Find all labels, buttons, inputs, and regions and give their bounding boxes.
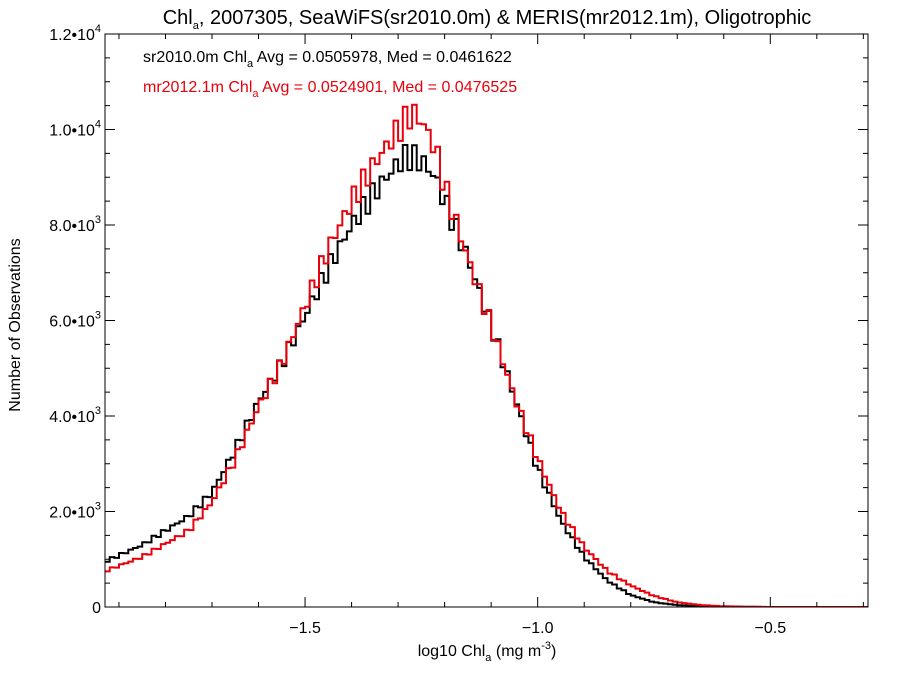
x-tick-label: −1.0 (522, 620, 554, 637)
legend-entry-mr2012: mr2012.1m Chla Avg = 0.0524901, Med = 0.… (143, 79, 517, 100)
series-line-mr2012.1m (105, 103, 868, 607)
y-tick-label: 6.0•103 (49, 310, 101, 331)
y-axis-label: Number of Observations (7, 238, 24, 411)
x-tick-label: −0.5 (755, 620, 787, 637)
y-tick-label: 4.0•103 (49, 405, 101, 426)
plot-area (105, 103, 868, 607)
x-tick-label: −1.5 (289, 620, 321, 637)
series-line-sr2010.0m (105, 144, 868, 607)
plot-frame (104, 33, 869, 608)
x-axis-label: log10 Chla (mg m-3) (418, 640, 557, 664)
legend: sr2010.0m Chla Avg = 0.0505978, Med = 0.… (143, 49, 517, 100)
x-axis: −1.5 −1.0 −0.5 (118, 34, 864, 637)
y-tick-label: 8.0•103 (49, 214, 101, 235)
y-axis: 0 2.0•103 4.0•103 6.0•103 8.0•103 1.0•104 1.2•… (49, 23, 868, 617)
y-tick-label: 1.2•104 (49, 23, 101, 44)
y-tick-label: 1.0•104 (49, 119, 101, 140)
y-tick-label: 0 (92, 600, 101, 617)
chart-title: Chla, 2007305, SeaWiFS(sr2010.0m) & MERI… (163, 7, 812, 32)
y-tick-label: 2.0•103 (49, 501, 101, 522)
legend-entry-sr2010: sr2010.0m Chla Avg = 0.0505978, Med = 0.… (143, 49, 512, 70)
